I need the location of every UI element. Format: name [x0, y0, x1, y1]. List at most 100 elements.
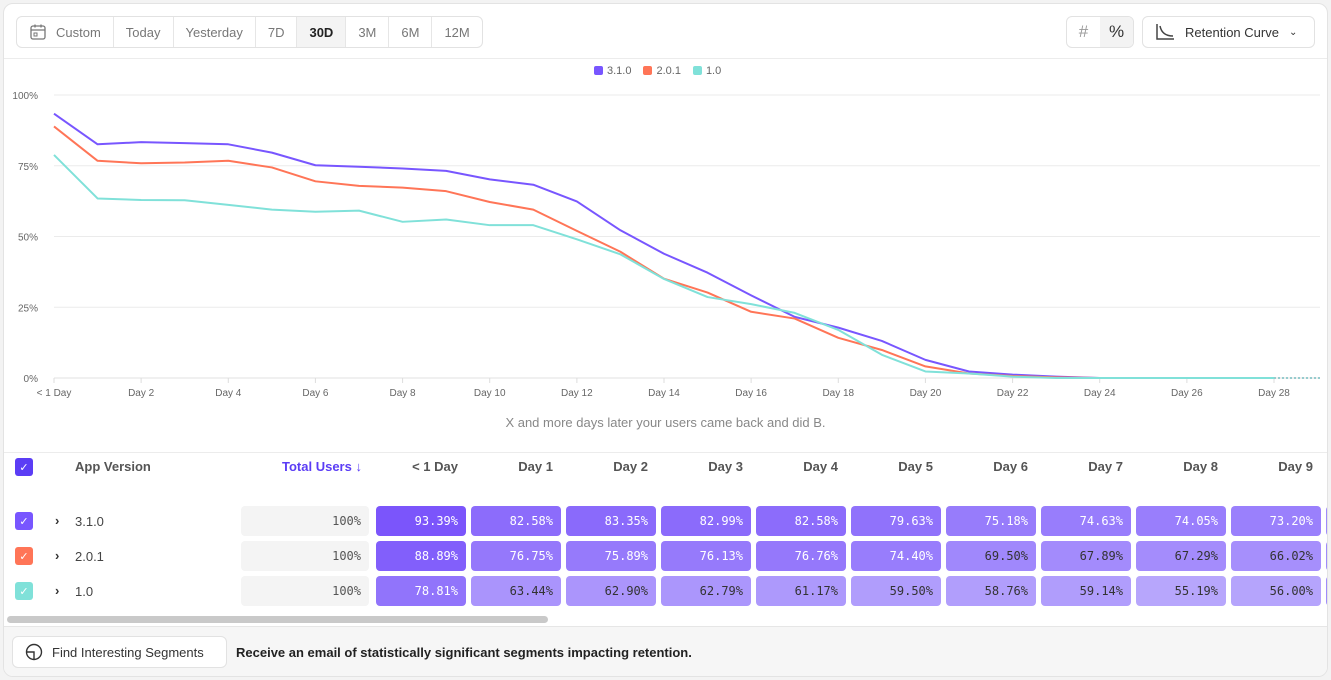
x-tick-label: Day 18 [822, 388, 854, 399]
range-custom-label: Custom [56, 24, 101, 40]
y-tick-label: 100% [12, 91, 38, 102]
row-checkbox[interactable]: ✓ [15, 547, 33, 565]
day-header: Day 5 [898, 459, 933, 474]
total-users-cell: 100% [241, 576, 369, 606]
row-name: 1.0 [75, 584, 94, 599]
series-line-3-1-0[interactable] [53, 112, 1274, 379]
day-header: Day 2 [613, 459, 648, 474]
retention-cell[interactable]: 67.89% [1041, 541, 1131, 571]
day-header: < 1 Day [412, 459, 458, 474]
retention-cell[interactable]: 82.99% [661, 506, 751, 536]
x-tick-label: Day 12 [561, 388, 593, 399]
range-3m-button[interactable]: 3M [346, 17, 390, 47]
x-tick-label: Day 24 [1084, 388, 1116, 399]
retention-cell[interactable]: 78.81% [376, 576, 466, 606]
retention-cell[interactable]: 88.89% [376, 541, 466, 571]
range-7d-button[interactable]: 7D [256, 17, 298, 47]
day-header: Day 1 [518, 459, 553, 474]
range-6m-button[interactable]: 6M [389, 17, 433, 47]
legend-label: 1.0 [705, 65, 722, 77]
day-header: Day 7 [1088, 459, 1123, 474]
retention-cell[interactable]: 62.90% [566, 576, 656, 606]
legend-item-2-0-1[interactable]: 2.0.1 [643, 65, 681, 77]
bottom-bar: Find Interesting Segments Receive an ema… [4, 626, 1327, 676]
retention-cell[interactable]: 76.76% [756, 541, 846, 571]
range-custom-button[interactable]: Custom [17, 17, 114, 47]
range-yesterday-button[interactable]: Yesterday [174, 17, 256, 47]
row-checkbox[interactable]: ✓ [15, 582, 33, 600]
percent-toggle-button[interactable]: % [1100, 17, 1133, 47]
retention-cell[interactable]: 59.14% [1041, 576, 1131, 606]
retention-cell[interactable]: 82.58% [471, 506, 561, 536]
retention-cell[interactable]: 79.63% [851, 506, 941, 536]
retention-cell[interactable]: 73.20% [1231, 506, 1321, 536]
retention-cell[interactable]: 75.18% [946, 506, 1036, 536]
retention-report-card: Custom Today Yesterday 7D 30D 3M 6M 12M … [3, 3, 1328, 677]
find-segments-label: Find Interesting Segments [52, 644, 204, 660]
segments-icon [25, 643, 43, 661]
chart-legend: 3.1.0 2.0.1 1.0 [594, 65, 721, 77]
retention-cell[interactable]: 69.50% [946, 541, 1036, 571]
legend-label: 3.1.0 [607, 65, 632, 77]
y-tick-label: 0% [24, 374, 39, 385]
legend-item-1-0[interactable]: 1.0 [692, 65, 722, 77]
retention-cell[interactable]: 82.58% [756, 506, 846, 536]
retention-cell[interactable]: 76.13% [661, 541, 751, 571]
retention-cell[interactable]: 55.19% [1136, 576, 1226, 606]
retention-cell[interactable]: 74.05% [1136, 506, 1226, 536]
count-toggle-button[interactable]: # [1078, 22, 1089, 41]
total-users-header[interactable]: Total Users ↓ [282, 459, 362, 474]
range-today-button[interactable]: Today [114, 17, 174, 47]
retention-cell[interactable]: 58.76% [946, 576, 1036, 606]
retention-cell-partial [1326, 576, 1327, 606]
retention-cell[interactable]: 74.40% [851, 541, 941, 571]
x-tick-label: Day 26 [1171, 388, 1203, 399]
chart-type-label: Retention Curve [1185, 24, 1279, 40]
y-tick-label: 50% [18, 233, 38, 244]
retention-cell[interactable]: 66.02% [1231, 541, 1321, 571]
row-name: 2.0.1 [75, 549, 104, 564]
retention-cell[interactable]: 63.44% [471, 576, 561, 606]
y-tick-label: 25% [18, 303, 38, 314]
total-users-cell: 100% [241, 506, 369, 536]
range-30d-button[interactable]: 30D [297, 17, 347, 47]
divider [4, 58, 1327, 59]
retention-cell[interactable]: 62.79% [661, 576, 751, 606]
expand-chevron-icon[interactable]: › [55, 548, 60, 563]
x-tick-label: Day 10 [474, 388, 506, 399]
range-12m-button[interactable]: 12M [444, 24, 470, 40]
app-version-header: App Version [75, 459, 151, 474]
retention-cell[interactable]: 83.35% [566, 506, 656, 536]
day-header: Day 3 [708, 459, 743, 474]
retention-cell[interactable]: 76.75% [471, 541, 561, 571]
x-tick-label: Day 14 [648, 388, 680, 399]
find-interesting-segments-button[interactable]: Find Interesting Segments [12, 636, 227, 668]
day-header: Day 4 [803, 459, 838, 474]
y-tick-label: 75% [18, 162, 38, 173]
x-tick-label: Day 28 [1258, 388, 1290, 399]
retention-cell[interactable]: 67.29% [1136, 541, 1226, 571]
expand-chevron-icon[interactable]: › [55, 513, 60, 528]
chevron-down-icon: ⌄ [1288, 26, 1298, 38]
chart-type-dropdown[interactable]: Retention Curve ⌄ [1142, 16, 1315, 48]
retention-cell[interactable]: 75.89% [566, 541, 656, 571]
retention-line-chart: 0% 25% 50% 75% 100% < 1 Day Day 2 Day 4 Day 6 Day… [12, 91, 1320, 399]
row-checkbox[interactable]: ✓ [15, 512, 33, 530]
select-all-checkbox[interactable]: ✓ [15, 458, 33, 476]
x-tick-label: Day 16 [735, 388, 767, 399]
retention-cell[interactable]: 93.39% [376, 506, 466, 536]
divider [4, 452, 1327, 453]
series-line-2-0-1[interactable] [53, 125, 1274, 379]
x-tick-label: Day 22 [997, 388, 1029, 399]
x-tick-label: Day 8 [390, 388, 417, 399]
retention-cell[interactable]: 61.17% [756, 576, 846, 606]
expand-chevron-icon[interactable]: › [55, 583, 60, 598]
series-line-1-0[interactable] [53, 154, 1274, 379]
horizontal-scrollbar[interactable] [7, 616, 548, 623]
retention-cell[interactable]: 56.00% [1231, 576, 1321, 606]
legend-item-3-1-0[interactable]: 3.1.0 [594, 65, 631, 77]
retention-cell[interactable]: 74.63% [1041, 506, 1131, 536]
retention-cell[interactable]: 59.50% [851, 576, 941, 606]
date-range-selector: Custom Today Yesterday 7D 30D 3M 6M 12M [16, 16, 483, 48]
day-header: Day 8 [1183, 459, 1218, 474]
